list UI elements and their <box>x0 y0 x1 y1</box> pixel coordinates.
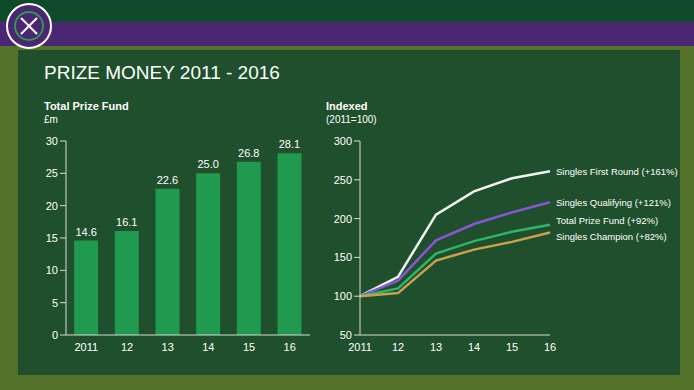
svg-text:20: 20 <box>46 200 58 212</box>
svg-text:22.6: 22.6 <box>157 174 178 186</box>
html-text:Total Prize Fund: Total Prize Fund <box>44 100 129 112</box>
svg-text:10: 10 <box>46 264 58 276</box>
svg-text:15: 15 <box>243 341 255 353</box>
svg-text:2011: 2011 <box>348 341 372 353</box>
svg-text:13: 13 <box>162 341 174 353</box>
svg-text:250: 250 <box>334 174 352 186</box>
html-text:PRIZE MONEY 2011 - 2016: PRIZE MONEY 2011 - 2016 <box>44 62 280 83</box>
svg-text:14: 14 <box>202 341 214 353</box>
svg-text:300: 300 <box>334 135 352 147</box>
svg-text:100: 100 <box>334 290 352 302</box>
html-text:(2011=100): (2011=100) <box>326 114 377 125</box>
svg-text:12: 12 <box>121 341 133 353</box>
svg-text:14: 14 <box>468 341 480 353</box>
svg-text:25: 25 <box>46 167 58 179</box>
html-text:Indexed: Indexed <box>326 100 368 112</box>
svg-text:15: 15 <box>46 232 58 244</box>
svg-text:150: 150 <box>334 251 352 263</box>
svg-text:Singles Qualifying (+121%): Singles Qualifying (+121%) <box>556 197 671 208</box>
svg-text:12: 12 <box>392 341 404 353</box>
svg-text:50: 50 <box>340 329 352 341</box>
svg-text:28.1: 28.1 <box>279 138 300 150</box>
svg-text:30: 30 <box>46 135 58 147</box>
svg-text:200: 200 <box>334 213 352 225</box>
svg-text:25.0: 25.0 <box>197 158 218 170</box>
svg-text:0: 0 <box>52 329 58 341</box>
svg-text:Singles Champion (+82%): Singles Champion (+82%) <box>556 231 667 242</box>
svg-text:2011: 2011 <box>75 341 99 353</box>
svg-text:13: 13 <box>430 341 442 353</box>
svg-text:26.8: 26.8 <box>238 147 259 159</box>
svg-text:Total Prize Fund (+92%): Total Prize Fund (+92%) <box>556 215 658 226</box>
svg-text:16.1: 16.1 <box>116 216 137 228</box>
svg-text:14.6: 14.6 <box>75 226 96 238</box>
html-text:£m: £m <box>44 114 58 125</box>
svg-text:16: 16 <box>544 341 556 353</box>
svg-text:15: 15 <box>506 341 518 353</box>
svg-text:Singles First Round (+161%): Singles First Round (+161%) <box>556 166 678 177</box>
svg-text:5: 5 <box>52 297 58 309</box>
svg-text:16: 16 <box>284 341 296 353</box>
